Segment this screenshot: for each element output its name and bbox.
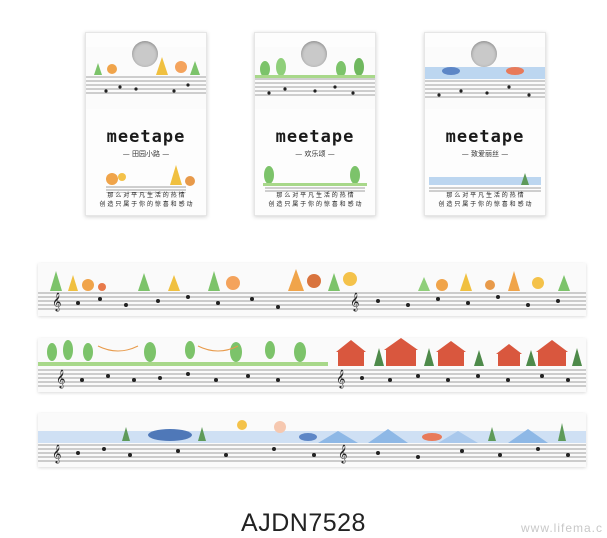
slogan-line-2: 创 造 只 属 于 你 的 惊 喜 和 感 动 <box>99 201 193 208</box>
product-code: AJDN7528 <box>241 509 366 537</box>
svg-text:𝄞: 𝄞 <box>336 369 345 389</box>
package-slogan: 那 么 对 平 凡 生 活 的 热 情 创 造 只 属 于 你 的 惊 喜 和 … <box>425 191 545 209</box>
slogan-line-2: 创 造 只 属 于 你 的 惊 喜 和 感 动 <box>268 201 362 208</box>
tape-package-garden: meetape — 田园小路 — 那 么 对 平 凡 生 活 的 热 情 创 造… <box>85 32 207 216</box>
package-illustration <box>425 153 545 193</box>
series-subtitle: — 田园小路 — <box>122 150 170 158</box>
slogan-line-1: 那 么 对 平 凡 生 活 的 热 情 <box>107 192 185 199</box>
package-hole <box>471 41 497 67</box>
package-hole <box>132 41 158 67</box>
svg-text:𝄞: 𝄞 <box>350 292 359 312</box>
package-slogan: 那 么 对 平 凡 生 活 的 热 情 创 造 只 属 于 你 的 惊 喜 和 … <box>255 191 375 209</box>
tape-strip-garden: 𝄞 𝄞 <box>38 263 586 316</box>
package-illustration <box>255 153 375 193</box>
brand-name: meetape <box>275 127 355 147</box>
tape-strip-sea: 𝄞 𝄞 <box>38 413 586 467</box>
tape-package-village: meetape — 欢乐颂 — 那 么 对 平 凡 生 活 的 热 情 创 造 … <box>254 32 376 216</box>
slogan-line-1: 那 么 对 平 凡 生 活 的 热 情 <box>276 192 354 199</box>
slogan-line-2: 创 造 只 属 于 你 的 惊 喜 和 感 动 <box>438 201 532 208</box>
package-illustration <box>86 153 206 193</box>
series-subtitle: — 致爱丽丝 — <box>461 150 509 158</box>
brand-name: meetape <box>445 127 525 147</box>
slogan-line-1: 那 么 对 平 凡 生 活 的 热 情 <box>446 192 524 199</box>
watermark: www.lifema.c <box>520 521 603 535</box>
package-hole <box>301 41 327 67</box>
package-slogan: 那 么 对 平 凡 生 活 的 热 情 创 造 只 属 于 你 的 惊 喜 和 … <box>86 191 206 209</box>
svg-text:𝄞: 𝄞 <box>52 444 61 464</box>
svg-text:𝄞: 𝄞 <box>52 292 61 312</box>
tape-package-sea: meetape — 致爱丽丝 — 那 么 对 平 凡 生 活 的 热 情 创 造… <box>424 32 546 216</box>
tape-strip-village: 𝄞 𝄞 <box>38 338 586 392</box>
series-subtitle: — 欢乐颂 — <box>295 150 335 158</box>
svg-text:𝄞: 𝄞 <box>338 444 347 464</box>
svg-text:𝄞: 𝄞 <box>56 369 65 389</box>
brand-name: meetape <box>106 127 186 147</box>
